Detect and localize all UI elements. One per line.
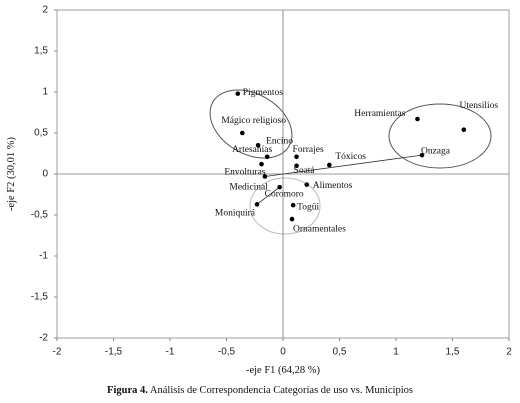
- point-label: Onzaga: [421, 146, 451, 156]
- y-tick-label: 1: [42, 87, 48, 98]
- y-tick-label: 0,5: [34, 128, 48, 139]
- point-label: Artesanías: [232, 145, 272, 155]
- point-label: Mágico religioso: [221, 116, 286, 126]
- point: [294, 163, 299, 169]
- y-tick-label: 1,5: [34, 46, 48, 57]
- point-label: Coromoro: [265, 189, 304, 199]
- point: [264, 154, 270, 160]
- y-tick-label: -0,5: [31, 210, 49, 221]
- point: [240, 130, 245, 136]
- point: [290, 202, 296, 208]
- y-tick-label: -1: [39, 251, 48, 262]
- point-label: Alimentos: [313, 181, 353, 191]
- x-tick-label: -1: [166, 347, 175, 358]
- point-label: Ornamentales: [293, 224, 346, 234]
- point: [289, 216, 295, 222]
- point-label: Medicinal: [229, 183, 268, 193]
- point-label: Utensilios: [460, 101, 499, 111]
- point: [419, 152, 425, 158]
- x-tick-label: 2: [506, 347, 512, 358]
- caption-text: Análisis de Correspondencia Categorías d…: [150, 385, 413, 396]
- point: [304, 182, 310, 187]
- y-axis-label: -eje F2 (30,01 %): [6, 136, 17, 211]
- point: [255, 143, 261, 148]
- point-label: Tóxicos: [335, 152, 366, 162]
- point-label: Encino: [266, 136, 293, 146]
- point: [327, 162, 332, 168]
- x-tick-label: 1: [393, 347, 399, 358]
- point: [277, 184, 282, 190]
- caption-bold: Figura 4.: [107, 385, 148, 396]
- point-label: Soatá: [294, 166, 316, 176]
- point: [461, 127, 467, 133]
- point: [294, 154, 299, 160]
- x-axis-label: -eje F1 (64,28 %): [246, 365, 321, 376]
- point-label: Togüi: [297, 202, 319, 212]
- x-tick-label: -0,5: [218, 347, 236, 358]
- point-label: Herramientas: [354, 109, 405, 119]
- connector: [256, 186, 280, 205]
- group-ellipse: [249, 177, 321, 235]
- x-tick-label: 0: [280, 347, 286, 358]
- point-label: Forrajes: [293, 145, 324, 155]
- point: [415, 116, 420, 122]
- point: [235, 91, 241, 96]
- x-tick-label: 1,5: [446, 347, 460, 358]
- y-tick-label: 2: [42, 5, 48, 16]
- y-tick-label: 0: [42, 169, 48, 180]
- point-label: Pigmentos: [243, 88, 283, 98]
- x-tick-label: -1,5: [105, 347, 123, 358]
- point-label: Moniquirá: [215, 209, 256, 219]
- point: [254, 202, 260, 207]
- connector: [264, 154, 423, 177]
- x-tick-label: 0,5: [333, 347, 347, 358]
- caption: Figura 4. Análisis de Correspondencia Ca…: [107, 385, 413, 396]
- point-label: Envolturas: [224, 167, 265, 177]
- point: [262, 174, 268, 179]
- group-ellipse: [388, 103, 492, 169]
- group-ellipse: [209, 89, 293, 159]
- y-tick-label: -1,5: [31, 292, 49, 303]
- y-tick-label: -2: [39, 333, 48, 344]
- x-tick-label: -2: [53, 347, 62, 358]
- point: [259, 161, 264, 167]
